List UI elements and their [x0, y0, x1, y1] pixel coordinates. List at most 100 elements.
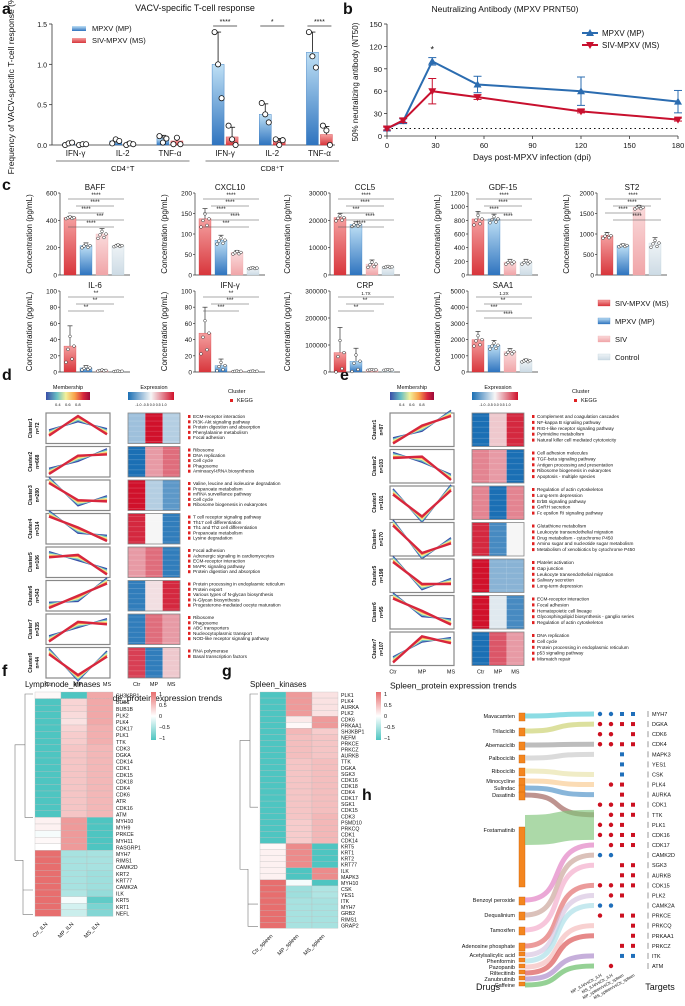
data-point [342, 350, 346, 355]
kegg-label: KEGG [581, 398, 597, 404]
change-dot [608, 893, 614, 898]
heatmap-cell [259, 776, 287, 784]
heatmap-cell [60, 830, 88, 838]
change-dot [608, 742, 614, 747]
kegg-term: Cell adhesion molecules [537, 451, 588, 456]
kegg-term: Nucleocytoplasmic transport [193, 631, 253, 636]
significance-label: **** [498, 200, 508, 206]
kegg-marker [532, 657, 535, 661]
heatmap-cell [34, 804, 62, 811]
trend-line [48, 414, 108, 437]
heatmap-cell [34, 691, 62, 699]
data-point [496, 343, 500, 347]
y-tick-label: 4000 [451, 305, 466, 312]
trend-x-label: Ctr [389, 670, 397, 676]
drug-label: Caffeine [495, 983, 515, 989]
drug-node [518, 926, 526, 936]
data-point [340, 218, 344, 222]
data-point [428, 57, 437, 65]
heatmap-cell [285, 788, 313, 796]
heatmap-cell [259, 691, 287, 699]
data-point [84, 242, 88, 246]
drug-label: Palbociclib [489, 756, 515, 762]
data-point [621, 243, 625, 247]
data-point [390, 265, 394, 269]
data-point [496, 217, 500, 221]
membership-colorbar [46, 392, 90, 400]
heatmap-cell [34, 863, 62, 871]
data-point [524, 358, 528, 362]
heatmap-cell [86, 784, 114, 792]
expression-cell [145, 480, 163, 511]
heatmap-cell [259, 800, 287, 808]
change-square [620, 762, 624, 767]
change-dot [597, 731, 603, 737]
scale-tick: −0.5 [384, 725, 395, 731]
data-point [199, 352, 203, 356]
y-axis-label: Concentration (pg/mL) [25, 194, 34, 274]
data-point [323, 127, 330, 134]
data-point [607, 236, 611, 240]
data-point [88, 243, 92, 248]
sankey-link [524, 923, 595, 970]
data-point [217, 364, 221, 369]
drug-node [518, 784, 526, 794]
heatmap-cell [285, 813, 313, 820]
heatmap-cell [259, 897, 287, 905]
target-label: MYH7 [652, 712, 667, 718]
heatmap-cell [86, 738, 114, 745]
heatmap-cell [86, 863, 114, 871]
heatmap-cell [259, 740, 287, 747]
gene-label: NEFL [116, 911, 129, 917]
significance-label: **** [314, 19, 325, 26]
data-point [265, 119, 272, 126]
kegg-marker [188, 570, 191, 574]
y-tick-label: 150 [181, 211, 192, 218]
drugs-axis-label: Drugs [476, 982, 501, 992]
heatmap-cell [34, 837, 62, 844]
panel-f: Lymph node_kinasesSH3KBP1BUB1BUB1BPLK2PL… [14, 680, 170, 940]
y-tick-label: 200 [46, 245, 57, 252]
heatmap-cell [285, 922, 313, 929]
heatmap-cell [285, 800, 313, 808]
gene-label: KRT1 [341, 851, 354, 857]
heatmap-cell [285, 879, 313, 887]
gene-label: CDK1 [116, 766, 130, 772]
trend-line [392, 524, 452, 555]
heatmap-cell [311, 922, 339, 929]
x-tick-label: 60 [480, 141, 488, 150]
gene-label: MYH7 [116, 852, 131, 858]
subplot-st2: ST2 Concentration (pg/mL) 0 500 1000 1500 2000… [562, 183, 667, 280]
gene-label: PRKCQ [341, 826, 359, 832]
significance-label: **** [90, 200, 100, 206]
data-point [219, 360, 223, 365]
y-tick-label: 0.5 [37, 103, 47, 110]
target-label: SGK3 [652, 863, 667, 869]
kegg-term: ABC transporters [193, 626, 230, 631]
kegg-marker [532, 469, 535, 473]
data-point [476, 334, 480, 338]
gene-label: CDK3 [341, 814, 355, 820]
heatmap-cell [311, 758, 339, 765]
bar [349, 224, 363, 276]
kegg-marker [188, 616, 191, 619]
data-point [100, 229, 104, 234]
heatmap-title: Lymph node_kinases [25, 680, 100, 689]
heatmap-cell [285, 837, 313, 844]
subplot-title: CXCL10 [215, 183, 246, 192]
kegg-label: KEGG [237, 398, 253, 404]
column-label: MP_spleen [277, 934, 301, 958]
sankey-link [524, 741, 595, 748]
cluster-name: Cluster6 [372, 602, 378, 622]
data-point [177, 141, 184, 148]
data-point [272, 136, 279, 143]
kegg-term: Long-term depression [537, 584, 583, 589]
x-axis-label: Days post-MPXV infection (dpi) [473, 152, 591, 162]
heatmap-x-label: MS [511, 670, 520, 676]
target-label: PRKCQ [652, 924, 672, 930]
heatmap-cell [285, 873, 313, 881]
heatmap-cell [285, 703, 313, 711]
sankey-link [524, 852, 595, 918]
kegg-marker [532, 566, 535, 570]
